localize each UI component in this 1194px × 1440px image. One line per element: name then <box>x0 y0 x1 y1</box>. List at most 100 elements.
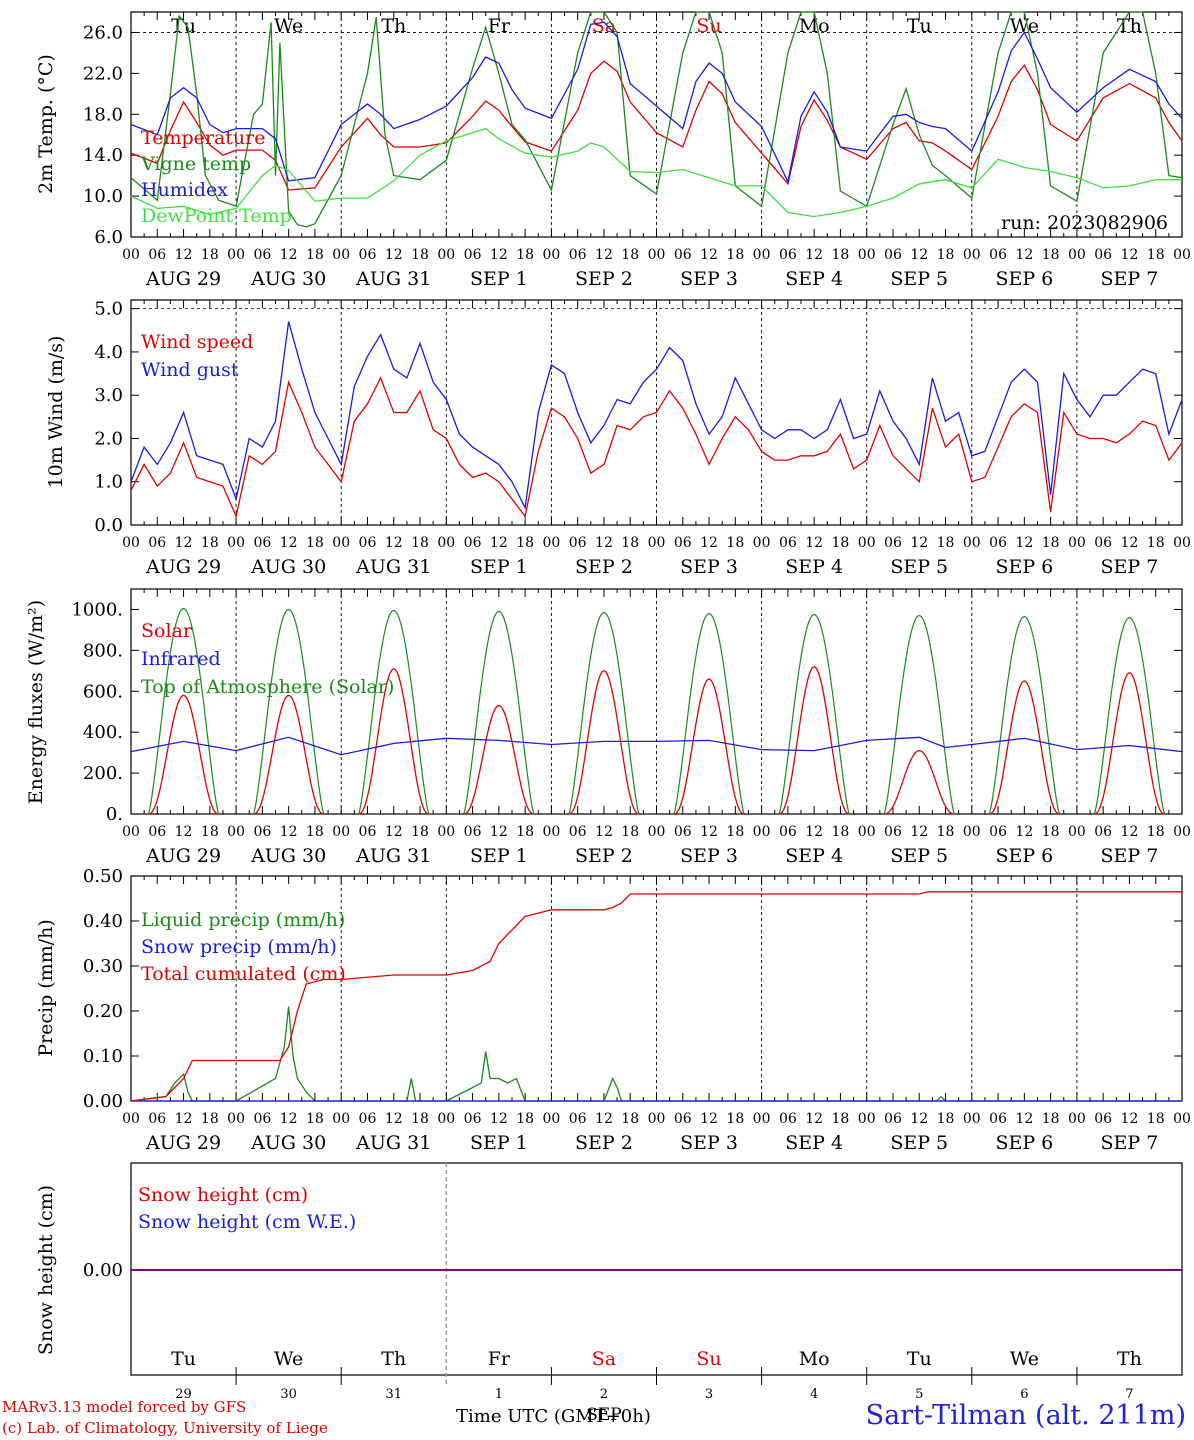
hour-tick-label: 00 <box>648 824 666 840</box>
series-line <box>130 321 1183 510</box>
hour-tick-label: 18 <box>937 247 955 263</box>
hour-tick-label: 12 <box>910 535 928 551</box>
hour-tick-label: 18 <box>306 535 324 551</box>
hour-tick-label: 12 <box>1121 247 1139 263</box>
legend-entry: Snow height (cm W.E.) <box>138 1211 356 1233</box>
date-label: SEP 7 <box>1101 1132 1159 1154</box>
hour-tick-label: 18 <box>726 824 744 840</box>
day-number: 6 <box>1020 1387 1028 1402</box>
hour-tick-label: 18 <box>201 1111 219 1127</box>
hour-tick-label: 12 <box>1015 824 1033 840</box>
hour-tick-label: 12 <box>700 535 718 551</box>
hour-tick-label: 18 <box>201 247 219 263</box>
hour-tick-label: 00 <box>332 824 350 840</box>
y-tick-label: 0.30 <box>83 956 123 977</box>
hour-tick-label: 00 <box>963 535 981 551</box>
hour-tick-label: 12 <box>805 1111 823 1127</box>
infrared-line <box>130 736 1183 756</box>
hour-tick-label: 18 <box>832 247 850 263</box>
series-line <box>130 891 1182 1102</box>
y-tick-label: 0.50 <box>83 866 123 887</box>
hour-tick-label: 12 <box>595 247 613 263</box>
hour-tick-label: 00 <box>542 247 560 263</box>
hour-tick-label: 06 <box>253 1111 271 1127</box>
hour-tick-label: 12 <box>175 1111 193 1127</box>
hour-tick-label: 00 <box>227 535 245 551</box>
date-label: SEP 1 <box>470 268 528 290</box>
hour-tick-label: 18 <box>411 1111 429 1127</box>
hour-tick-label: 06 <box>569 535 587 551</box>
hour-tick-label: 18 <box>621 824 639 840</box>
weekday-label: Su <box>696 15 721 37</box>
toa-solar-line <box>1093 616 1166 815</box>
solar-line <box>463 704 534 815</box>
hour-tick-label: 06 <box>779 1111 797 1127</box>
hour-tick-label: 06 <box>253 247 271 263</box>
y-axis-label: Energy fluxes (W/m²) <box>25 600 47 804</box>
hour-tick-label: 06 <box>359 247 377 263</box>
hour-tick-label: 12 <box>700 1111 718 1127</box>
weekday-label: Tu <box>907 15 932 37</box>
panel-frame <box>130 588 1183 815</box>
y-tick-label: 1000. <box>71 599 123 620</box>
hour-tick-label: 12 <box>175 247 193 263</box>
hour-tick-label: 18 <box>306 824 324 840</box>
hour-tick-label: 18 <box>1042 247 1060 263</box>
date-label: SEP 1 <box>470 1132 528 1154</box>
hour-tick-label: 00 <box>437 247 455 263</box>
date-label: AUG 29 <box>145 845 221 867</box>
hour-tick-label: 06 <box>1094 535 1112 551</box>
hour-tick-label: 06 <box>569 1111 587 1127</box>
hour-tick-label: 18 <box>516 1111 534 1127</box>
date-label: AUG 31 <box>355 1132 431 1154</box>
toa-solar-line <box>253 608 325 815</box>
hour-tick-label: 06 <box>569 824 587 840</box>
hour-tick-label: 18 <box>1147 1111 1165 1127</box>
date-label: SEP 3 <box>680 1132 738 1154</box>
hour-tick-label: 12 <box>385 247 403 263</box>
solar-line <box>1094 672 1165 815</box>
hour-tick-label: 12 <box>1121 535 1139 551</box>
hour-tick-label: 18 <box>832 824 850 840</box>
hour-tick-label: 18 <box>1147 824 1165 840</box>
y-tick-label: 0.20 <box>83 1001 123 1022</box>
hour-tick-label: 06 <box>989 535 1007 551</box>
date-label: SEP 5 <box>890 268 948 290</box>
hour-tick-label: 00 <box>122 535 140 551</box>
date-label: SEP 7 <box>1101 268 1159 290</box>
hour-tick-label: 18 <box>726 247 744 263</box>
date-label: SEP 3 <box>680 268 738 290</box>
hour-tick-label: 18 <box>937 535 955 551</box>
hour-tick-label: 18 <box>411 247 429 263</box>
y-tick-label: 0.40 <box>83 911 123 932</box>
hour-tick-label: 18 <box>621 247 639 263</box>
y-tick-label: 14.0 <box>83 145 123 166</box>
hour-tick-label: 06 <box>989 247 1007 263</box>
weekday-label: Sa <box>592 1348 616 1370</box>
hour-tick-label: 00 <box>753 1111 771 1127</box>
hour-tick-label: 12 <box>1121 824 1139 840</box>
date-label: AUG 31 <box>355 556 431 578</box>
date-label: SEP 3 <box>680 845 738 867</box>
hour-tick-label: 00 <box>122 1111 140 1127</box>
hour-tick-label: 00 <box>648 535 666 551</box>
hour-tick-label: 00 <box>227 824 245 840</box>
weekday-label: Th <box>1117 1348 1142 1370</box>
weekday-label: Su <box>696 1348 721 1370</box>
series-line <box>130 1006 1182 1102</box>
date-label: SEP 2 <box>575 268 633 290</box>
y-axis-label: Snow height (cm) <box>35 1185 57 1355</box>
month-label: SEP <box>586 1405 622 1425</box>
hour-tick-label: 18 <box>306 247 324 263</box>
hour-tick-label: 06 <box>674 247 692 263</box>
hour-tick-label: 06 <box>253 535 271 551</box>
hour-tick-label: 12 <box>595 824 613 840</box>
hour-tick-label: 00 <box>963 247 981 263</box>
legend-entry: Solar <box>141 620 193 642</box>
hour-tick-label: 00 <box>437 824 455 840</box>
y-axis-label: Precip (mm/h) <box>35 919 57 1057</box>
date-label: AUG 30 <box>250 1132 326 1154</box>
hour-tick-label: 00 <box>1068 824 1086 840</box>
hour-tick-label: 12 <box>175 535 193 551</box>
hour-tick-label: 06 <box>989 824 1007 840</box>
